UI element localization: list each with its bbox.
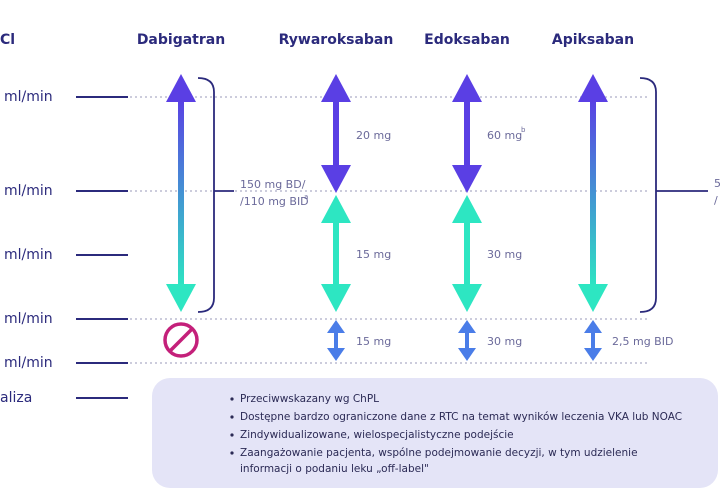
dose-label: 15 mg (356, 248, 391, 261)
dose-label: 30 mg (487, 335, 522, 348)
bullet-text: Przeciwwskazany wg ChPL (240, 393, 379, 405)
row-label: ml/min (4, 311, 53, 327)
dose-label: 20 mg (356, 129, 391, 142)
bullets (230, 397, 234, 455)
bullet-text: Dostępne bardzo ograniczone dane z RTC n… (240, 411, 682, 423)
column-header: Apiksaban (552, 32, 634, 48)
row-label: ml/min (4, 355, 53, 371)
header-left: Cl (0, 32, 15, 48)
dose-label: 150 mg BD/ (240, 178, 306, 191)
column-header: Rywaroksaban (279, 32, 394, 48)
row-label: ml/min (4, 89, 53, 105)
header: Cl Dabigatran Rywaroksaban Edoksaban Api… (0, 32, 634, 48)
row-lines (76, 96, 128, 399)
dose-label: /110 mg BID (240, 195, 309, 208)
dose-label: / (714, 194, 718, 207)
row-label: ml/min (4, 183, 53, 199)
arrow (166, 74, 196, 312)
row-label: aliza (0, 390, 32, 406)
superscript: a (304, 193, 308, 201)
bracket (639, 77, 657, 313)
arrows (321, 74, 608, 361)
bullet-text: informacji o podaniu leku „off-label" (240, 463, 429, 475)
column-header: Edoksaban (424, 32, 510, 48)
bracket (197, 77, 215, 313)
superscript: b (521, 126, 526, 134)
stop-icon (163, 322, 199, 358)
dose-label: 30 mg (487, 248, 522, 261)
bullet-text: Zindywidualizowane, wielospecjalistyczne… (240, 429, 514, 441)
dose-label: 5 (714, 177, 720, 190)
dose-label: 2,5 mg BID (612, 335, 673, 348)
dose-label: 15 mg (356, 335, 391, 348)
info-box (152, 378, 718, 488)
row-label: ml/min (4, 247, 53, 263)
dose-label: 60 mg (487, 129, 522, 142)
column-header: Dabigatran (137, 32, 225, 48)
bullet-text: Zaangażowanie pacjenta, wspólne podejmow… (240, 447, 638, 459)
